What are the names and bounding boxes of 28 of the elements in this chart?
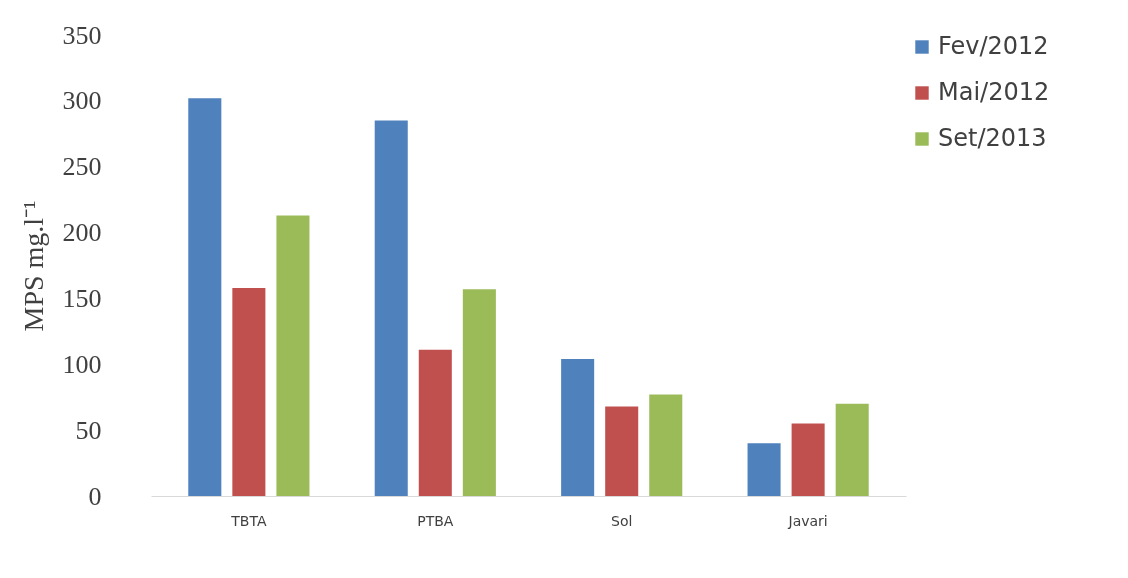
y-tick-label: 0 (88, 481, 102, 511)
y-tick-label: 200 (62, 218, 102, 248)
bar (791, 423, 825, 496)
bar (561, 359, 595, 496)
bar (418, 349, 452, 496)
bar (649, 394, 683, 496)
y-tick-label: 150 (62, 283, 102, 313)
bar (605, 406, 639, 496)
y-tick-label: 250 (62, 152, 102, 182)
bar (462, 289, 496, 496)
y-axis-title: MPS mg.l⁻¹ (17, 200, 49, 332)
x-tick-label: Javari (787, 512, 828, 529)
bar (835, 403, 869, 496)
x-tick-label: PTBA (417, 512, 454, 529)
y-tick-label: 350 (62, 20, 102, 50)
x-tick-label: Sol (611, 512, 633, 529)
bar (747, 443, 781, 496)
legend-label: Set/2013 (938, 124, 1047, 152)
bar (188, 98, 222, 496)
y-tick-label: 100 (62, 349, 102, 379)
bar (232, 287, 266, 496)
legend-label: Mai/2012 (938, 78, 1050, 106)
y-tick-label: 50 (75, 415, 102, 445)
x-tick-label: TBTA (230, 512, 267, 529)
bar (374, 120, 408, 496)
bar (276, 215, 310, 496)
y-tick-label: 300 (62, 86, 102, 116)
legend-label: Fev/2012 (938, 32, 1049, 60)
